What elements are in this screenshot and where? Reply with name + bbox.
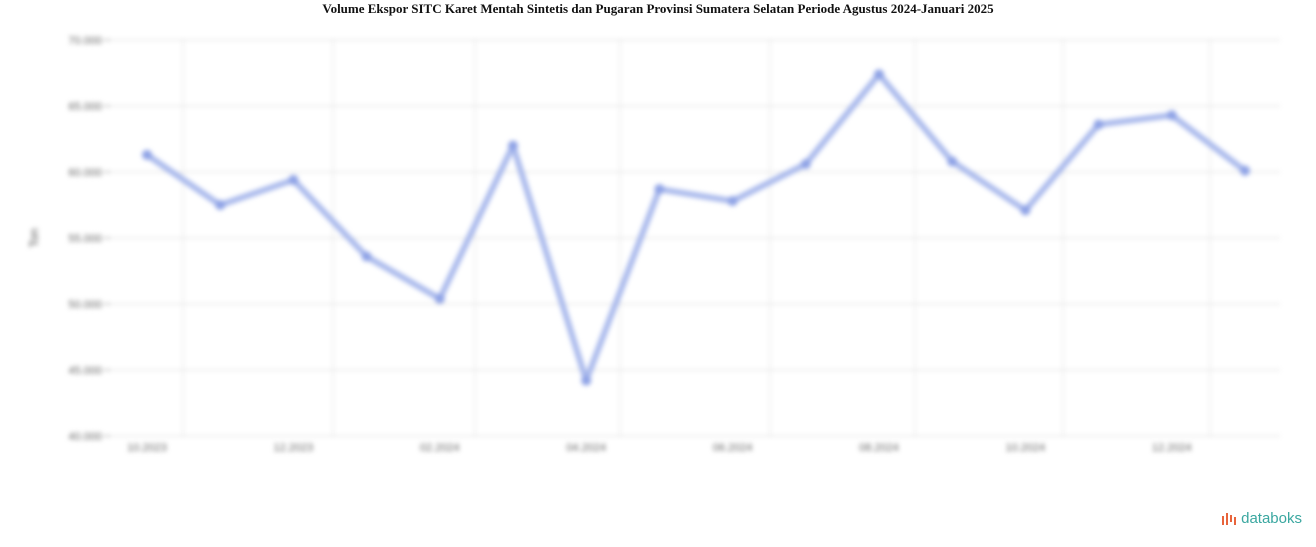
data-point [800, 159, 811, 170]
x-tick-label: 12.2024 [1152, 442, 1192, 454]
axes: 40.000 45.000 50.000 55.000 60.000 65.000 70.0… [27, 35, 1192, 454]
y-axis-label: Ton [27, 228, 41, 247]
data-point [581, 375, 592, 386]
grid [104, 39, 1280, 437]
x-tick-label: 04.2024 [566, 442, 606, 454]
x-tick-label: 08.2024 [859, 442, 899, 454]
data-point [1166, 110, 1177, 121]
x-tick-label: 10.2024 [1006, 442, 1046, 454]
data-point [361, 251, 372, 262]
y-tick-label: 40.000 [68, 431, 102, 443]
x-tick-label: 02.2024 [420, 442, 460, 454]
x-tick-label: 06.2024 [713, 442, 753, 454]
y-tick-label: 45.000 [68, 365, 102, 377]
data-point [288, 174, 299, 185]
series-line [144, 71, 1248, 384]
y-tick-label: 60.000 [68, 167, 102, 179]
databoks-logo: databoks [1221, 510, 1302, 527]
data-point [947, 156, 958, 167]
series [142, 69, 1250, 386]
data-point [654, 184, 665, 195]
data-point [142, 149, 152, 160]
x-tick-label: 10.2023 [127, 442, 167, 454]
data-point [727, 196, 738, 207]
data-point [508, 140, 518, 151]
data-point [874, 69, 884, 80]
databoks-logo-text: databoks [1241, 510, 1302, 527]
y-tick-label: 55.000 [68, 233, 102, 245]
y-tick-label: 70.000 [68, 35, 102, 47]
data-point [215, 200, 226, 210]
data-point [1093, 119, 1104, 130]
data-point [1020, 205, 1031, 216]
databoks-logo-icon [1222, 512, 1237, 525]
x-tick-label: 12.2023 [274, 442, 314, 454]
data-point [1240, 165, 1250, 176]
chart-title: Volume Ekspor SITC Karet Mentah Sintetis… [322, 1, 994, 16]
y-tick-label: 65.000 [68, 101, 102, 113]
data-point [434, 293, 445, 304]
y-tick-label: 50.000 [68, 299, 102, 311]
